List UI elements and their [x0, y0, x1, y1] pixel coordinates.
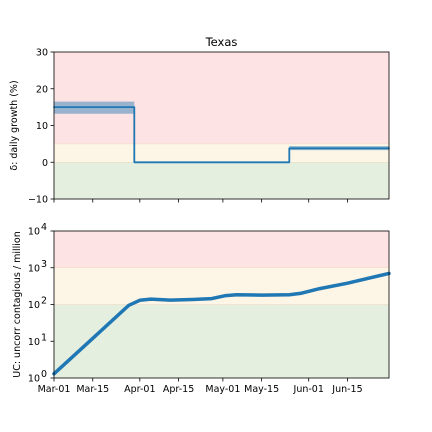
x-tick-label: Mar-01 [38, 384, 71, 395]
x-tick-label: Apr-15 [163, 384, 194, 395]
risk-band-2 [54, 52, 389, 144]
y-tick-label: 30 [36, 48, 48, 59]
top-y-ticks: −10 0 10 20 30 [28, 48, 54, 206]
series-line [53, 106, 390, 164]
top-risk-bands [54, 52, 389, 199]
x-tick-label: Jun-15 [331, 384, 362, 395]
risk-band-2 [54, 231, 389, 268]
bottom-y-axis-label: UC: uncorr contagious / million [12, 231, 23, 378]
y-tick-label: 10 [28, 337, 40, 348]
y-tick-label: 10 [28, 263, 40, 274]
bottom-contagious-line [52, 271, 391, 376]
top-y-axis-label: δ: daily growth (%) [9, 80, 20, 170]
risk-band-0 [54, 162, 389, 199]
top-x-ticks [53, 199, 348, 203]
top-chart: −10 0 10 20 30 Texas δ: daily growth (%) [9, 35, 390, 206]
x-tick-label: Mar-15 [76, 384, 109, 395]
y-tick-label: 10 [28, 374, 40, 385]
series-line [52, 271, 391, 376]
x-tick-label: Apr-01 [124, 384, 155, 395]
y-tick-exponent: 3 [41, 259, 47, 270]
y-tick-label: 0 [42, 158, 48, 169]
top-growth-line [53, 106, 390, 164]
risk-band-0 [54, 304, 389, 378]
y-tick-exponent: 1 [41, 332, 47, 343]
y-tick-label: 10 [36, 121, 48, 132]
x-tick-label: May-01 [205, 384, 240, 395]
x-tick-label: May-15 [244, 384, 279, 395]
y-tick-exponent: 0 [41, 369, 47, 380]
x-tick-label: Jun-01 [293, 384, 324, 395]
y-tick-exponent: 4 [41, 222, 47, 233]
y-tick-label: 10 [28, 227, 40, 238]
y-tick-label: −10 [28, 195, 48, 206]
bottom-x-ticks: Mar-01 Mar-15 Apr-01 Apr-15 May-01 May-15 Jun-… [38, 378, 363, 395]
y-tick-exponent: 2 [41, 296, 47, 307]
top-chart-title: Texas [205, 35, 238, 49]
y-tick-label: 10 [28, 300, 40, 311]
bottom-risk-bands [54, 231, 389, 378]
y-tick-label: 20 [36, 84, 48, 95]
